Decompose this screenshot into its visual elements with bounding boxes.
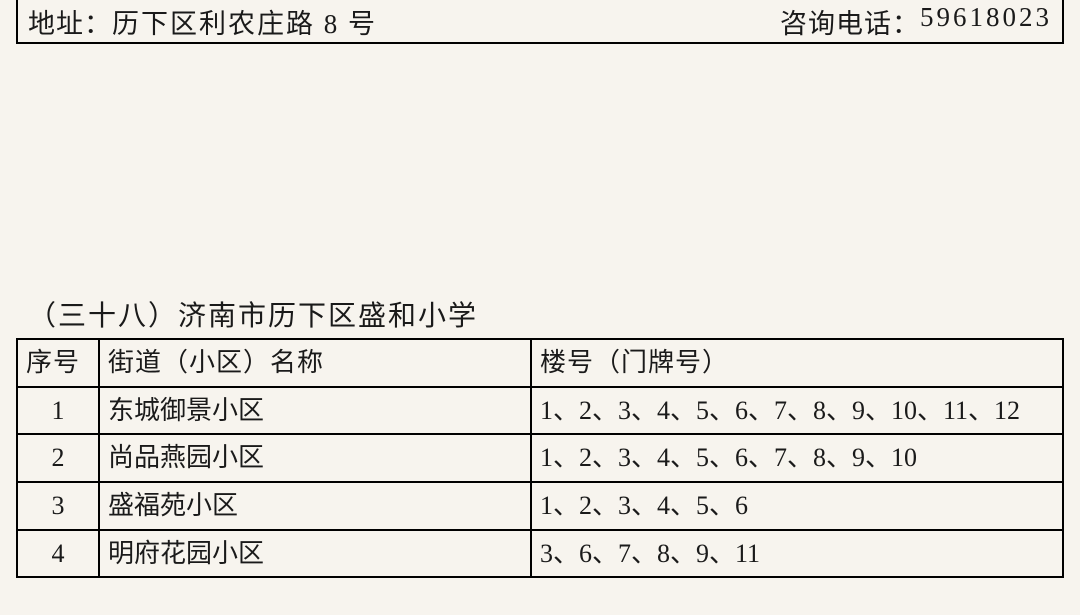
col-header-name: 街道（小区）名称 xyxy=(99,339,531,387)
header-address-box: 地址： 历下区利农庄路 8 号 咨询电话： 59618023 xyxy=(16,0,1064,44)
table-row: 1 东城御景小区 1、2、3、4、5、6、7、8、9、10、11、12 xyxy=(17,387,1063,435)
header-spacer xyxy=(377,2,780,41)
cell-building: 1、2、3、4、5、6、7、8、9、10 xyxy=(531,434,1063,482)
section-title: （三十八）济南市历下区盛和小学 xyxy=(28,294,1064,334)
cell-name: 盛福苑小区 xyxy=(99,482,531,530)
col-header-building: 楼号（门牌号） xyxy=(531,339,1063,387)
cell-name: 明府花园小区 xyxy=(99,530,531,578)
cell-name: 尚品燕园小区 xyxy=(99,434,531,482)
cell-number: 4 xyxy=(17,530,99,578)
table-row: 4 明府花园小区 3、6、7、8、9、11 xyxy=(17,530,1063,578)
cell-name: 东城御景小区 xyxy=(99,387,531,435)
cell-number: 3 xyxy=(17,482,99,530)
cell-building: 3、6、7、8、9、11 xyxy=(531,530,1063,578)
table-row: 3 盛福苑小区 1、2、3、4、5、6 xyxy=(17,482,1063,530)
phone-label: 咨询电话： xyxy=(780,2,920,41)
address-value: 历下区利农庄路 8 号 xyxy=(112,2,377,41)
community-table: 序号 街道（小区）名称 楼号（门牌号） 1 东城御景小区 1、2、3、4、5、6… xyxy=(16,338,1064,578)
table-row: 2 尚品燕园小区 1、2、3、4、5、6、7、8、9、10 xyxy=(17,434,1063,482)
cell-number: 1 xyxy=(17,387,99,435)
cell-number: 2 xyxy=(17,434,99,482)
phone-value: 59618023 xyxy=(920,2,1052,41)
blank-gap xyxy=(0,44,1080,294)
address-label: 地址： xyxy=(28,2,112,41)
col-header-number: 序号 xyxy=(17,339,99,387)
table-header-row: 序号 街道（小区）名称 楼号（门牌号） xyxy=(17,339,1063,387)
header-row: 地址： 历下区利农庄路 8 号 咨询电话： 59618023 xyxy=(28,2,1052,41)
cell-building: 1、2、3、4、5、6 xyxy=(531,482,1063,530)
cell-building: 1、2、3、4、5、6、7、8、9、10、11、12 xyxy=(531,387,1063,435)
